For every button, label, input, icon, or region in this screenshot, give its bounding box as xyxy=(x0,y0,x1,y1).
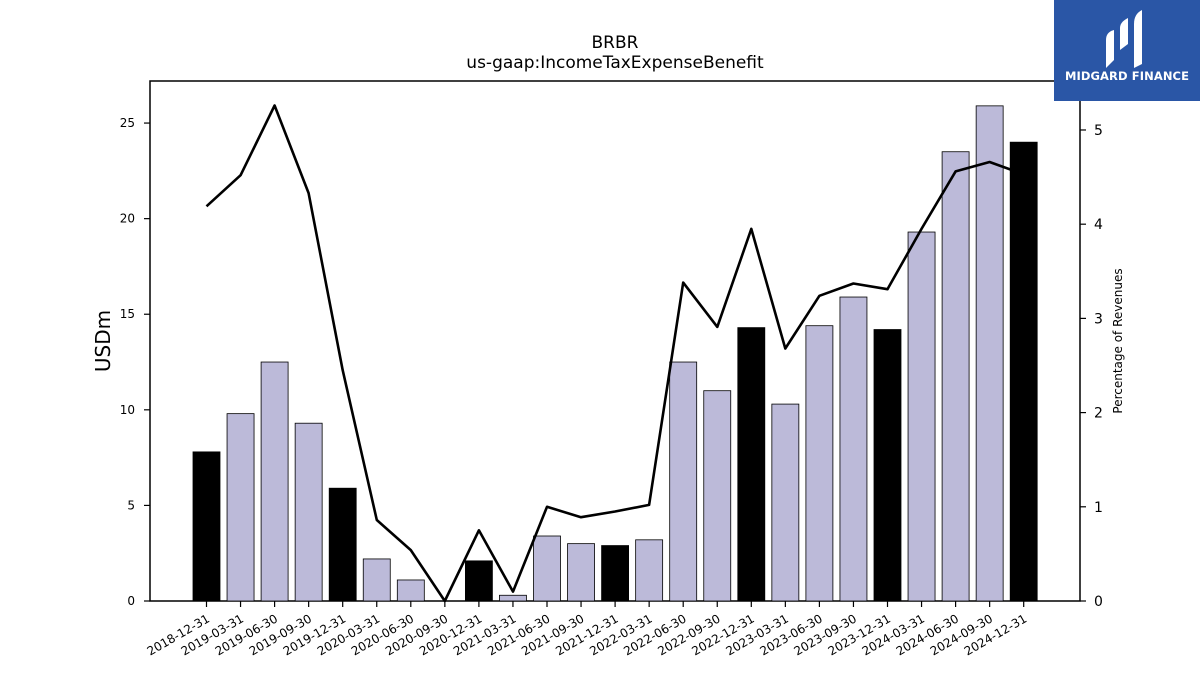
logo-mark-icon xyxy=(1106,10,1142,68)
y2-tick-label: 0 xyxy=(1094,594,1103,610)
y-axis-right: 0 1 2 3 4 5 xyxy=(1080,123,1103,610)
y-tick-label: 20 xyxy=(120,212,135,226)
bar-2021-03-31 xyxy=(499,594,527,602)
bar-2020-06-30 xyxy=(396,579,425,602)
plot-frame xyxy=(149,80,1081,602)
line-series xyxy=(205,104,1025,603)
bar-2024-06-30 xyxy=(941,151,970,602)
bar-2023-12-31 xyxy=(873,329,902,602)
bar-2020-03-31 xyxy=(362,558,391,602)
bar-2019-09-30 xyxy=(294,422,323,602)
bar-2024-12-31 xyxy=(1009,141,1038,602)
bar-2022-12-31 xyxy=(737,327,766,602)
midgard-finance-logo: MIDGARD FINANCE xyxy=(1054,0,1200,101)
bar-2023-03-31 xyxy=(771,403,800,602)
bar-2022-03-31 xyxy=(635,539,664,602)
bar-2024-03-31 xyxy=(907,231,936,602)
bar-2021-12-31 xyxy=(601,545,629,602)
y-tick-label: 0 xyxy=(127,594,135,608)
bar-2023-06-30 xyxy=(805,325,834,602)
bar-2019-12-31 xyxy=(328,487,357,602)
bar-2023-09-30 xyxy=(839,296,868,602)
bar-2022-06-30 xyxy=(669,361,698,602)
y2-tick-label: 5 xyxy=(1094,123,1103,139)
y-tick-label: 15 xyxy=(120,307,135,321)
bar-2019-03-31 xyxy=(226,413,255,602)
y2-tick-label: 2 xyxy=(1094,406,1103,422)
bar-2020-12-31 xyxy=(464,560,493,602)
y2-axis-label: Percentage of Revenues xyxy=(1111,268,1125,413)
bar-2018-12-31 xyxy=(192,451,221,602)
y2-tick-label: 3 xyxy=(1094,311,1103,327)
y-tick-label: 5 xyxy=(127,498,135,512)
line-group xyxy=(205,104,1025,603)
bar-2021-06-30 xyxy=(533,535,561,602)
y2-tick-label: 4 xyxy=(1094,217,1103,233)
y-axis-left: 0 5 10 15 20 25 xyxy=(120,116,150,608)
y2-tick-label: 1 xyxy=(1094,500,1103,516)
chart-title: BRBR xyxy=(592,33,639,53)
bar-2024-09-30 xyxy=(975,105,1004,602)
bar-2021-09-30 xyxy=(567,543,595,602)
bars-group xyxy=(192,105,1038,602)
x-axis: 2018-12-312019-03-312019-06-302019-09-30… xyxy=(145,601,1029,658)
bar-2019-06-30 xyxy=(260,361,289,602)
bar-2022-09-30 xyxy=(703,390,732,602)
y-axis-label: USDm xyxy=(91,310,115,372)
logo-text: MIDGARD FINANCE xyxy=(1064,69,1190,83)
y-tick-label: 10 xyxy=(120,403,135,417)
y-tick-label: 25 xyxy=(120,116,135,130)
chart-subtitle: us-gaap:IncomeTaxExpenseBenefit xyxy=(466,53,764,73)
